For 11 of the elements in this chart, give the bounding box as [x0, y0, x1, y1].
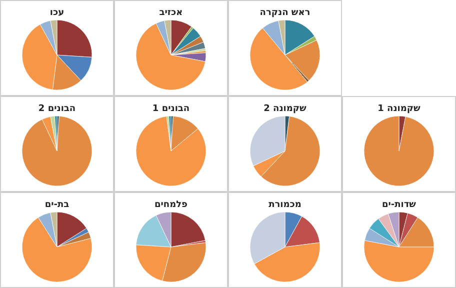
chart-title: פלמחים	[154, 200, 188, 210]
chart-title: שקמונה 2	[264, 104, 307, 114]
chart-title: שדות-ים	[382, 200, 416, 210]
chart-title: בת-ים	[44, 200, 70, 210]
chart-title: שקמונה 1	[378, 104, 421, 114]
chart-title: מכמורת	[268, 200, 302, 210]
chart-title: הבונים 1	[152, 104, 190, 114]
chart-title: אכזיב	[159, 8, 183, 18]
chart-title: עכו	[50, 8, 64, 18]
chart-title: ראש הנקרה	[260, 8, 310, 18]
chart-title: הבונים 2	[38, 104, 76, 114]
